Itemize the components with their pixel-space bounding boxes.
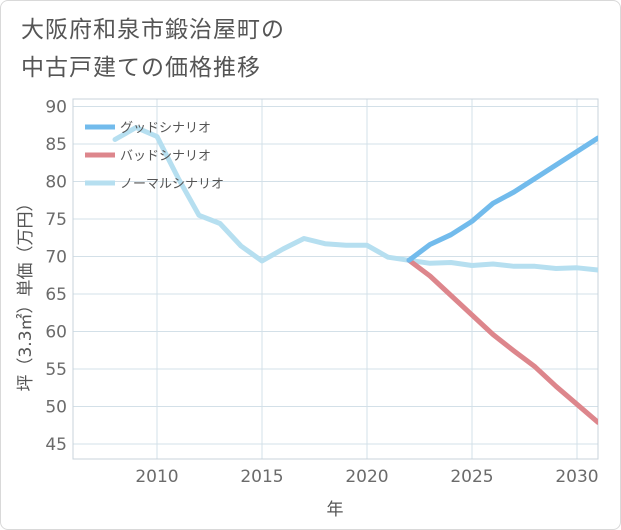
bad-scenario-line [406, 257, 598, 425]
axis-ticks: 45 50 55 60 65 70 75 80 85 90 2010 2015 2020 2025 2030 [45, 98, 598, 488]
grid-lines [73, 99, 598, 459]
y-tick-label: 65 [45, 285, 67, 305]
y-tick-label: 45 [45, 435, 67, 455]
y-tick-label: 90 [45, 98, 67, 118]
y-tick-label: 80 [45, 173, 67, 193]
legend-label: ノーマルシナリオ [120, 177, 224, 192]
y-tick-label: 55 [45, 360, 67, 380]
legend-item-normal[interactable]: ノーマルシナリオ [85, 177, 224, 192]
y-axis-title: 坪（3.3㎡）単価（万円） [16, 194, 36, 391]
legend-item-good[interactable]: グッドシナリオ [85, 121, 211, 136]
x-tick-label: 2025 [450, 467, 493, 487]
chart-title-line-1: 大阪府和泉市鍛治屋町の [21, 17, 285, 43]
legend-label: バッドシナリオ [120, 149, 211, 164]
legend-label: グッドシナリオ [120, 121, 211, 136]
y-tick-label: 85 [45, 135, 67, 155]
y-tick-label: 50 [45, 398, 67, 418]
chart-title: 大阪府和泉市鍛治屋町の 中古戸建ての価格推移 [21, 11, 285, 87]
good-scenario-line [406, 135, 598, 263]
x-axis-title: 年 [327, 500, 344, 520]
x-tick-label: 2030 [555, 467, 598, 487]
x-tick-label: 2015 [240, 467, 283, 487]
x-tick-label: 2020 [345, 467, 388, 487]
y-tick-label: 60 [45, 323, 67, 343]
normal-scenario-line [112, 125, 598, 273]
y-tick-label: 70 [45, 248, 67, 268]
series-layer [112, 125, 598, 425]
plot-area [72, 98, 599, 460]
legend-item-bad[interactable]: バッドシナリオ [85, 149, 211, 164]
chart-title-line-2: 中古戸建ての価格推移 [21, 55, 261, 81]
y-tick-label: 75 [45, 210, 67, 230]
x-tick-label: 2010 [135, 467, 178, 487]
